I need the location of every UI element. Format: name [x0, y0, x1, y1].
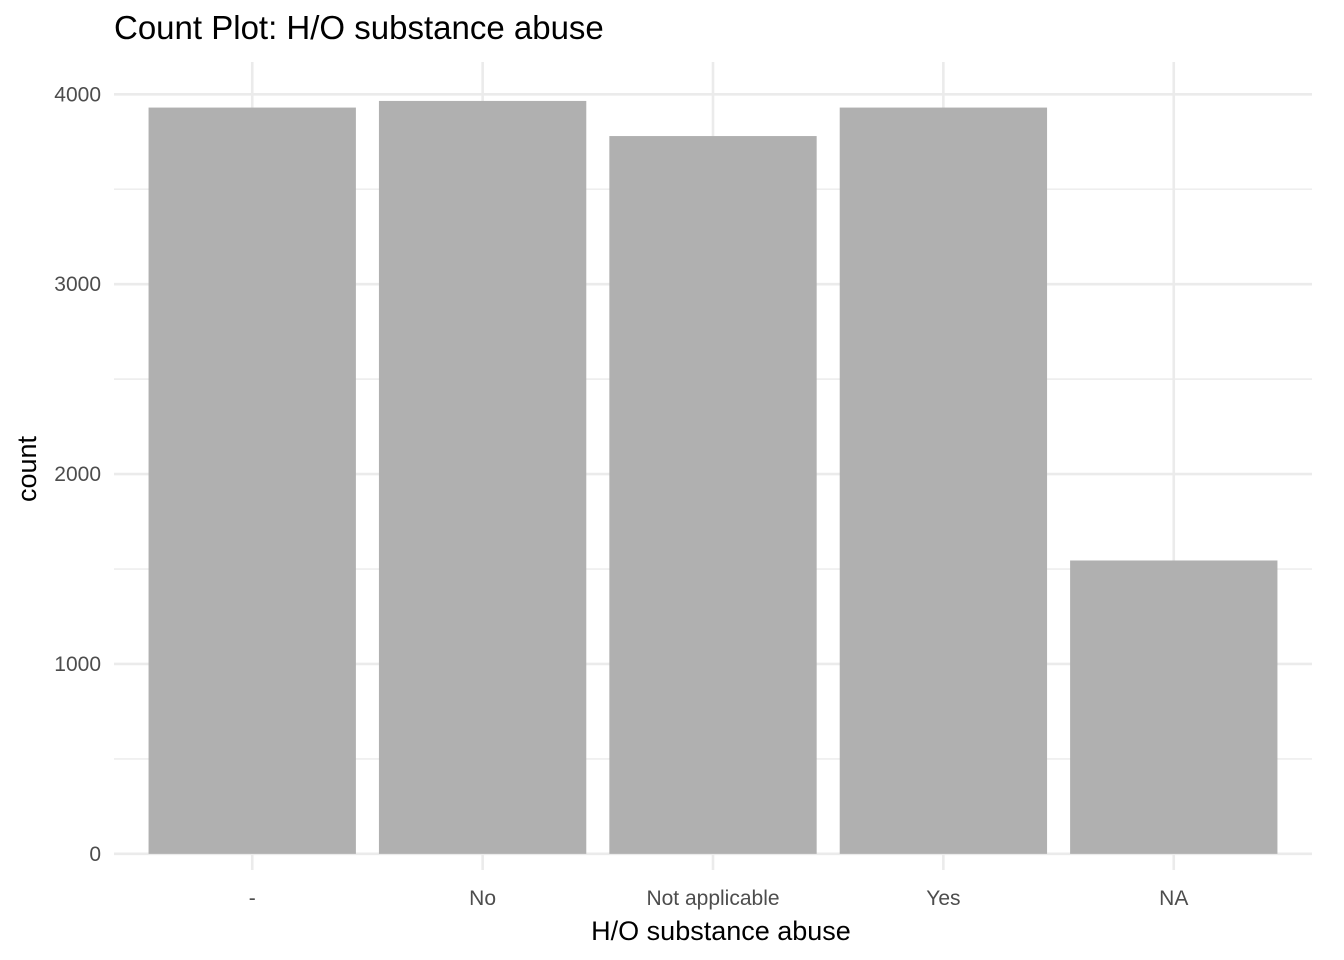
x-tick-label: No — [469, 887, 496, 910]
y-tick-label: 3000 — [54, 273, 101, 296]
bar — [378, 100, 587, 854]
y-tick-labels: 0 1000 2000 3000 4000 — [54, 83, 101, 866]
bar — [609, 136, 817, 854]
bar — [1070, 560, 1278, 854]
x-tick-label: - — [249, 887, 256, 910]
y-tick-label: 2000 — [54, 463, 101, 486]
y-tick-label: 1000 — [54, 653, 101, 676]
x-tick-label: Yes — [926, 887, 960, 910]
x-tick-labels: - No Not applicable Yes NA — [249, 887, 1189, 910]
x-tick-label: NA — [1159, 887, 1188, 910]
y-axis-title: count — [12, 435, 42, 502]
chart-title: Count Plot: H/O substance abuse — [114, 9, 604, 46]
y-tick-label: 0 — [89, 843, 101, 866]
bars — [148, 100, 1278, 854]
x-axis-title: H/O substance abuse — [591, 916, 851, 946]
y-tick-label: 4000 — [54, 83, 101, 106]
x-tick-label: Not applicable — [646, 887, 779, 910]
bar — [148, 107, 356, 854]
bar — [839, 107, 1048, 854]
